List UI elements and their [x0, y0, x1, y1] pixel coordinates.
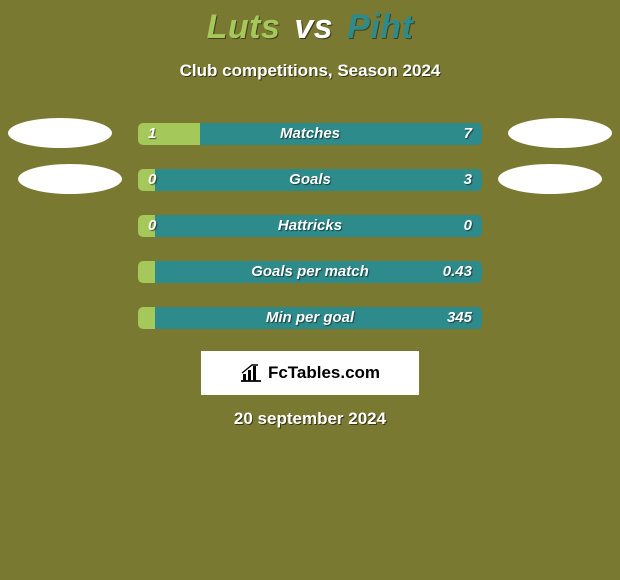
- stat-label: Hattricks: [138, 215, 482, 237]
- stat-bar: Hattricks0 0: [138, 215, 482, 237]
- player1-photo-placeholder: [8, 118, 112, 148]
- stat-bar: Matches1 7: [138, 123, 482, 145]
- stat-row: Goals per match0.43: [0, 249, 620, 295]
- stat-label: Goals per match: [138, 261, 482, 283]
- stat-right-value: 3: [464, 169, 472, 191]
- brand-box[interactable]: FcTables.com: [201, 351, 419, 395]
- card-subtitle: Club competitions, Season 2024: [0, 61, 620, 81]
- stat-right-value: 7: [464, 123, 472, 145]
- player2-photo-placeholder: [498, 164, 602, 194]
- stat-label: Goals: [138, 169, 482, 191]
- stat-label: Min per goal: [138, 307, 482, 329]
- card-title: Luts vs Piht: [0, 8, 620, 47]
- vs-label: vs: [294, 8, 333, 46]
- player1-name: Luts: [207, 8, 281, 46]
- stat-row: Goals0 3: [0, 157, 620, 203]
- stat-row: Hattricks0 0: [0, 203, 620, 249]
- player2-name: Piht: [347, 8, 413, 46]
- date-stamp: 20 september 2024: [0, 409, 620, 429]
- player1-photo-placeholder: [18, 164, 122, 194]
- stat-left-value: 1: [148, 123, 156, 145]
- stat-bars-region: Matches17Goals03Hattricks00Goals per mat…: [0, 111, 620, 341]
- stat-label: Matches: [138, 123, 482, 145]
- brand-text: FcTables.com: [268, 363, 380, 383]
- player2-photo-placeholder: [508, 118, 612, 148]
- stat-right-value: 0.43: [443, 261, 472, 283]
- stat-row: Min per goal345: [0, 295, 620, 341]
- stat-left-value: 0: [148, 169, 156, 191]
- stat-right-value: 345: [447, 307, 472, 329]
- comparison-card: Luts vs Piht Club competitions, Season 2…: [0, 0, 620, 580]
- stat-right-value: 0: [464, 215, 472, 237]
- stat-row: Matches1 7: [0, 111, 620, 157]
- barchart-icon: [240, 364, 262, 382]
- stat-left-value: 0: [148, 215, 156, 237]
- stat-bar: Min per goal345: [138, 307, 482, 329]
- stat-bar: Goals per match0.43: [138, 261, 482, 283]
- stat-bar: Goals0 3: [138, 169, 482, 191]
